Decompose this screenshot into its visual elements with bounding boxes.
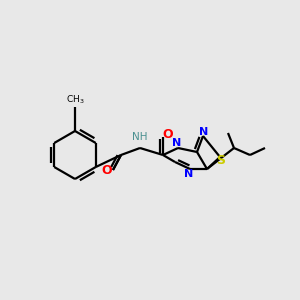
Text: CH$_3$: CH$_3$: [66, 94, 84, 106]
Text: N: N: [172, 138, 182, 148]
Text: N: N: [184, 169, 194, 179]
Text: S: S: [217, 154, 226, 166]
Text: O: O: [163, 128, 173, 142]
Text: N: N: [200, 127, 208, 137]
Text: NH: NH: [132, 132, 148, 142]
Text: O: O: [102, 164, 112, 176]
